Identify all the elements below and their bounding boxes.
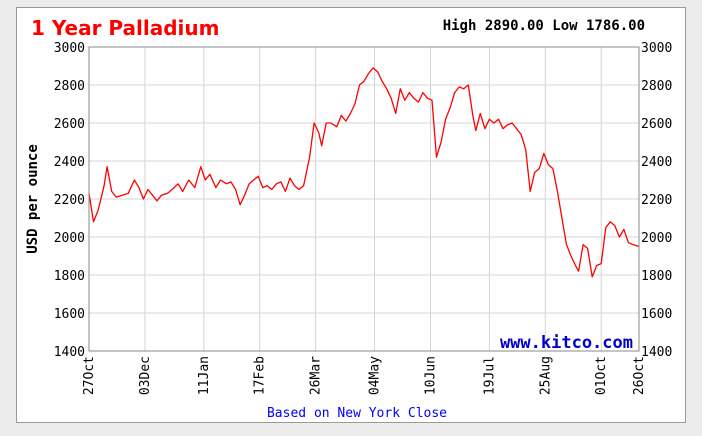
- y-tick-label: 2600: [641, 117, 672, 132]
- high-low-text: High 2890.00 Low 1786.00: [443, 18, 645, 34]
- x-tick-label: 26Mar: [309, 356, 324, 395]
- y-tick-label: 1600: [641, 307, 672, 322]
- y-tick-labels-right: 1400 1600 1800 2000 2200 2400 2600 2800 3000: [641, 41, 672, 360]
- x-tick-label: 26Oct: [632, 356, 647, 395]
- plot-area-border: [88, 46, 640, 352]
- chart-frame: 1400 1600 1800 2000 2200 2400 2600 2800 3000 140…: [16, 7, 686, 423]
- y-tick-label: 2000: [54, 231, 85, 246]
- x-tick-label: 01Oct: [594, 356, 609, 395]
- x-tick-label: 17Feb: [253, 356, 268, 395]
- y-tick-label: 3000: [641, 41, 672, 56]
- y-tick-label: 2800: [54, 79, 85, 94]
- x-tick-label: 10Jun: [423, 356, 438, 395]
- y-tick-labels-left: 1400 1600 1800 2000 2200 2400 2600 2800 3000: [54, 41, 85, 360]
- x-tick-label: 11Jan: [197, 356, 212, 395]
- y-tick-label: 3000: [54, 41, 85, 56]
- x-tick-labels: 27Oct 03Dec 11Jan 17Feb 26Mar 04May 10Jun 19Jul…: [82, 356, 647, 395]
- y-tick-label: 2000: [641, 231, 672, 246]
- price-line: [88, 67, 640, 278]
- y-axis-label: USD per ounce: [25, 144, 41, 254]
- y-tick-label: 2400: [54, 155, 85, 170]
- y-tick-label: 2400: [641, 155, 672, 170]
- kitco-watermark: www.kitco.com: [500, 333, 633, 353]
- y-tick-label: 1400: [641, 345, 672, 360]
- x-tick-label: 25Aug: [538, 356, 553, 395]
- x-tick-label: 27Oct: [82, 356, 97, 395]
- palladium-chart: 1400 1600 1800 2000 2200 2400 2600 2800 3000 140…: [25, 16, 672, 421]
- y-tick-label: 1600: [54, 307, 85, 322]
- x-tick-label: 04May: [368, 356, 383, 395]
- x-tick-label: 19Jul: [482, 356, 497, 395]
- x-tick-label: 03Dec: [138, 356, 153, 395]
- chart-title: 1 Year Palladium: [31, 16, 220, 40]
- y-tick-label: 2200: [54, 193, 85, 208]
- y-tick-label: 2200: [641, 193, 672, 208]
- x-axis-note: Based on New York Close: [267, 406, 447, 421]
- y-tick-label: 1400: [54, 345, 85, 360]
- y-tick-label: 2800: [641, 79, 672, 94]
- y-tick-label: 2600: [54, 117, 85, 132]
- y-tick-label: 1800: [54, 269, 85, 284]
- y-tick-label: 1800: [641, 269, 672, 284]
